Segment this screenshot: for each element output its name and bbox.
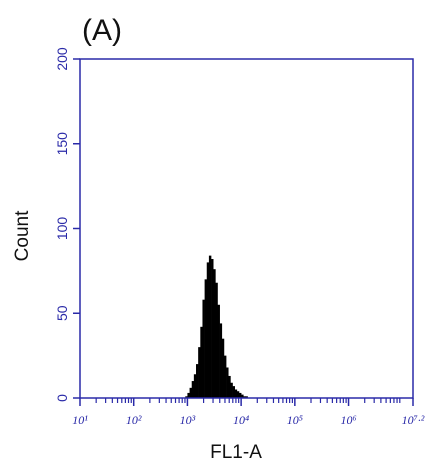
histogram-bar bbox=[211, 259, 214, 398]
histogram-bar bbox=[245, 396, 248, 398]
histogram-bar bbox=[232, 386, 235, 398]
y-tick-label: 50 bbox=[54, 305, 70, 321]
x-tick-label: 10³ bbox=[180, 413, 196, 427]
histogram-bar bbox=[219, 323, 223, 398]
x-tick-label: 10⁴ bbox=[233, 413, 249, 427]
panel-label: (A) bbox=[82, 14, 122, 47]
y-axis-title: Count bbox=[12, 210, 33, 261]
histogram-bar bbox=[206, 262, 210, 398]
histogram-bar bbox=[217, 304, 220, 398]
histogram-bar bbox=[223, 355, 227, 399]
y-axis: 0 50 100 150 200 bbox=[54, 47, 80, 402]
histogram-bar bbox=[243, 396, 246, 398]
histogram-bar bbox=[234, 389, 238, 398]
histogram-bar bbox=[204, 279, 208, 398]
x-tick-label: 10⁶ bbox=[340, 413, 356, 427]
histogram-bar bbox=[215, 282, 218, 398]
plot-frame bbox=[79, 58, 414, 399]
histogram-bar bbox=[228, 375, 231, 398]
histogram-bar bbox=[213, 269, 216, 398]
x-tick-label: 10² bbox=[126, 413, 142, 427]
histogram-bar bbox=[191, 381, 195, 398]
histogram-bar bbox=[193, 374, 197, 398]
histogram-bar bbox=[187, 392, 190, 398]
histogram-bar bbox=[230, 382, 233, 398]
x-axis: 10¹ 10² 10³ 10⁴ 10⁵ 10⁶ 10⁷·² bbox=[72, 398, 425, 427]
histogram-bar bbox=[198, 347, 201, 398]
y-tick-label: 0 bbox=[54, 394, 70, 402]
histogram-bar bbox=[189, 387, 193, 398]
histogram-bar bbox=[185, 396, 188, 398]
histogram-bar bbox=[208, 255, 212, 398]
histogram-bar bbox=[226, 367, 229, 398]
histogram-bar bbox=[196, 364, 199, 398]
histogram-bar bbox=[241, 394, 244, 398]
x-tick-label: 10¹ bbox=[72, 413, 88, 427]
x-tick-label: 10⁵ bbox=[287, 413, 303, 427]
y-tick-label: 200 bbox=[54, 47, 70, 71]
y-tick-label: 150 bbox=[54, 132, 70, 156]
histogram-bar bbox=[238, 392, 242, 398]
y-tick-label: 100 bbox=[54, 217, 70, 241]
x-axis-title: FL1-A bbox=[210, 442, 262, 463]
histogram-bar bbox=[202, 299, 205, 398]
histogram-bar bbox=[236, 391, 240, 398]
histogram-bar bbox=[200, 326, 203, 398]
histogram-bar bbox=[221, 338, 225, 398]
histogram-bars bbox=[185, 255, 248, 399]
x-tick-label: 10⁷·² bbox=[402, 413, 425, 427]
